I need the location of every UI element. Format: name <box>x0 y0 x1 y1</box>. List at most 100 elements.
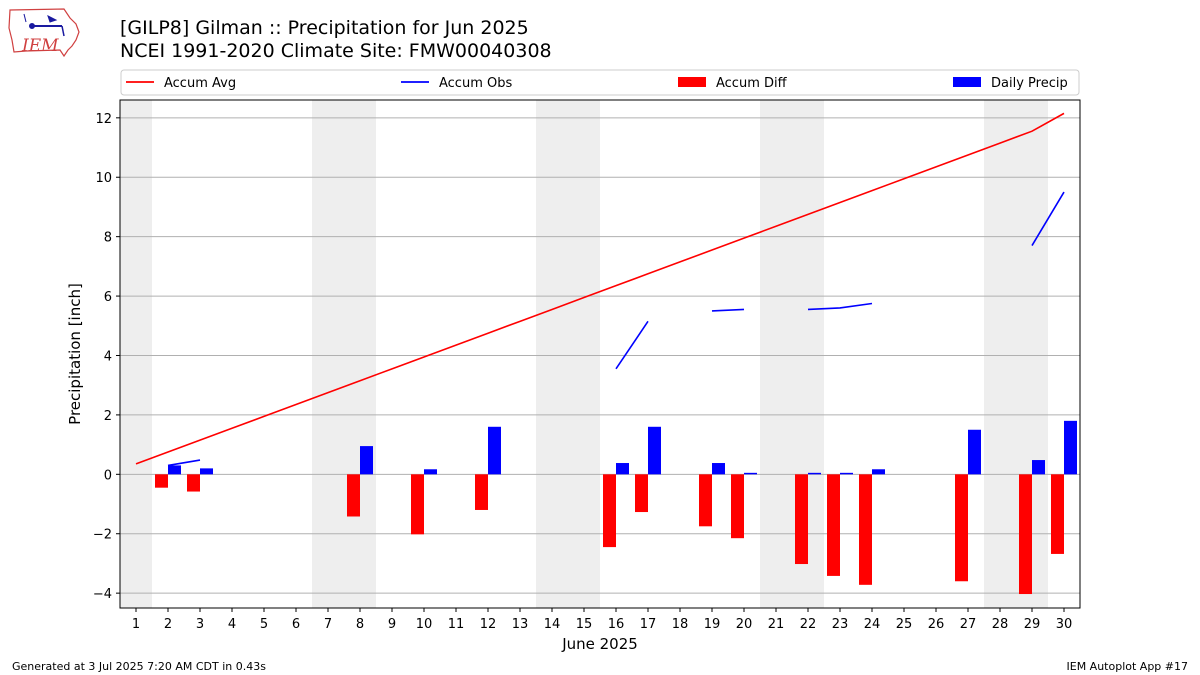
daily-precip-bar <box>648 426 661 475</box>
x-tick-label: 29 <box>1024 617 1041 632</box>
x-tick-label: 22 <box>800 617 817 632</box>
weekend-shade <box>984 100 1016 608</box>
chart-subtitle: NCEI 1991-2020 Climate Site: FMW00040308 <box>120 40 552 62</box>
weekend-shade <box>536 100 568 608</box>
legend-label: Accum Diff <box>716 76 788 91</box>
x-tick-label: 9 <box>388 617 396 632</box>
x-tick-label: 12 <box>480 617 497 632</box>
accum-diff-bar <box>731 474 744 539</box>
logo-text: IEM <box>21 36 59 56</box>
accum-diff-bar <box>475 474 488 510</box>
x-tick-label: 4 <box>228 617 236 632</box>
x-tick-label: 13 <box>512 617 529 632</box>
y-tick-label: 10 <box>95 171 112 186</box>
accum-diff-bar <box>603 474 616 548</box>
y-tick-label: −4 <box>93 587 112 602</box>
iowa-map-icon <box>8 8 80 58</box>
accum-diff-bar <box>859 474 872 585</box>
accum-obs-line <box>807 302 873 311</box>
x-tick-label: 30 <box>1056 617 1073 632</box>
daily-precip-bar <box>744 472 757 475</box>
iem-logo: IEM <box>8 8 80 58</box>
x-tick-label: 27 <box>960 617 977 632</box>
x-tick-label: 10 <box>416 617 433 632</box>
legend-label: Daily Precip <box>991 76 1068 91</box>
x-tick-label: 3 <box>196 617 204 632</box>
x-tick-label: 14 <box>544 617 561 632</box>
legend-swatch <box>678 77 706 87</box>
x-tick-label: 26 <box>928 617 945 632</box>
accum-obs-line <box>167 459 201 467</box>
daily-precip-bar <box>168 465 181 475</box>
accum-diff-bar <box>187 474 200 492</box>
legend-box <box>120 69 1080 96</box>
accum-obs-line <box>1031 191 1065 246</box>
footer-app-text: IEM Autoplot App #17 <box>1066 660 1189 673</box>
daily-precip-bar <box>200 468 213 475</box>
legend-label: Accum Avg <box>164 76 236 91</box>
daily-precip-bar <box>808 472 821 475</box>
daily-precip-bar <box>840 472 853 475</box>
daily-precip-bar <box>712 463 725 475</box>
plot-frame <box>119 99 1081 609</box>
x-tick-label: 15 <box>576 617 593 632</box>
y-tick-label: 0 <box>104 468 112 483</box>
weekend-shade <box>344 100 376 608</box>
footer-generated-text: Generated at 3 Jul 2025 7:20 AM CDT in 0… <box>12 660 266 673</box>
weekend-shade <box>120 100 152 608</box>
accum-diff-bar <box>1019 474 1032 595</box>
x-tick-label: 21 <box>768 617 785 632</box>
accum-diff-bar <box>347 474 360 517</box>
daily-precip-bar <box>616 463 629 475</box>
x-tick-label: 24 <box>864 617 881 632</box>
y-tick-label: 12 <box>95 112 112 127</box>
accum-diff-bar <box>955 474 968 582</box>
x-axis-label: June 2025 <box>561 635 638 653</box>
y-tick-label: 8 <box>104 231 112 246</box>
y-tick-label: 4 <box>104 349 112 364</box>
accum-avg-line <box>135 112 1065 465</box>
x-tick-label: 8 <box>356 617 364 632</box>
daily-precip-bar <box>360 446 373 475</box>
x-tick-label: 18 <box>672 617 689 632</box>
y-axis-label: Precipitation [inch] <box>66 283 84 425</box>
x-tick-label: 1 <box>132 617 140 632</box>
x-tick-label: 16 <box>608 617 625 632</box>
daily-precip-bar <box>1032 460 1045 475</box>
daily-precip-bar <box>488 426 501 475</box>
x-tick-label: 5 <box>260 617 268 632</box>
daily-precip-bar <box>968 429 981 475</box>
weather-station-icon <box>23 13 65 37</box>
weekend-shade <box>312 100 344 608</box>
accum-diff-bar <box>1051 474 1064 554</box>
accum-obs-line <box>711 308 745 312</box>
accum-diff-bar <box>635 474 648 513</box>
legend-label: Accum Obs <box>439 76 512 91</box>
x-tick-label: 7 <box>324 617 332 632</box>
legend-swatch <box>953 77 981 87</box>
y-tick-label: 2 <box>104 409 112 424</box>
daily-precip-bar <box>1064 420 1077 475</box>
x-tick-label: 20 <box>736 617 753 632</box>
accum-diff-bar <box>827 474 840 576</box>
weekend-shade <box>760 100 792 608</box>
x-tick-label: 11 <box>448 617 465 632</box>
accum-diff-bar <box>411 474 424 535</box>
accum-diff-bar <box>699 474 712 527</box>
x-tick-label: 19 <box>704 617 721 632</box>
x-tick-label: 2 <box>164 617 172 632</box>
daily-precip-bar <box>424 469 437 475</box>
x-tick-label: 28 <box>992 617 1009 632</box>
accum-obs-line <box>615 320 649 370</box>
x-tick-label: 23 <box>832 617 849 632</box>
x-tick-label: 17 <box>640 617 657 632</box>
x-tick-label: 6 <box>292 617 300 632</box>
weekend-shade <box>568 100 600 608</box>
y-tick-label: 6 <box>104 290 112 305</box>
accum-diff-bar <box>155 474 168 488</box>
daily-precip-bar <box>872 469 885 475</box>
x-tick-label: 25 <box>896 617 913 632</box>
accum-diff-bar <box>795 474 808 565</box>
chart-title: [GILP8] Gilman :: Precipitation for Jun … <box>120 17 529 39</box>
